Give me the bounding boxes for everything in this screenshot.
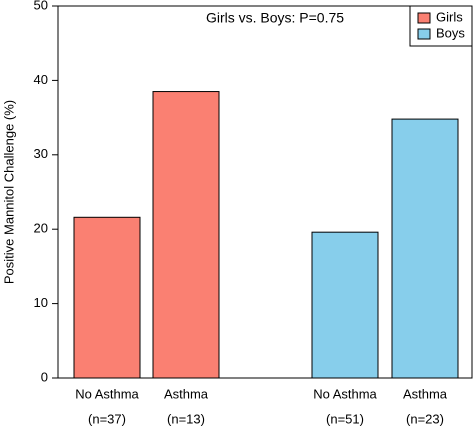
- x-tick-sublabel: (n=23): [406, 411, 444, 426]
- bar: [152, 91, 220, 379]
- x-tick-sublabel: (n=13): [167, 411, 205, 426]
- y-tick-label: 40: [34, 72, 48, 87]
- y-tick-label: 30: [34, 146, 48, 161]
- x-tick-label: Asthma: [403, 386, 448, 401]
- legend-label: Boys: [436, 25, 465, 40]
- x-tick-sublabel: (n=37): [88, 411, 126, 426]
- legend-swatch: [417, 12, 431, 24]
- x-tick-label: No Asthma: [75, 386, 139, 401]
- bar: [391, 118, 459, 379]
- x-tick-label: Asthma: [164, 386, 209, 401]
- y-tick-label: 10: [34, 295, 48, 310]
- legend-swatch: [417, 28, 431, 40]
- y-tick-label: 50: [34, 0, 48, 12]
- x-tick-sublabel: (n=51): [326, 411, 364, 426]
- plot-frame: [57, 5, 473, 379]
- annotation: Girls vs. Boys: P=0.75: [206, 10, 344, 26]
- y-tick-label: 20: [34, 221, 48, 236]
- y-axis-label: Positive Mannitol Challenge (%): [1, 100, 16, 284]
- x-tick-label: No Asthma: [313, 386, 377, 401]
- legend-label: Girls: [436, 9, 463, 24]
- bar: [311, 231, 379, 379]
- bar: [73, 216, 141, 379]
- y-tick-label: 0: [41, 369, 48, 384]
